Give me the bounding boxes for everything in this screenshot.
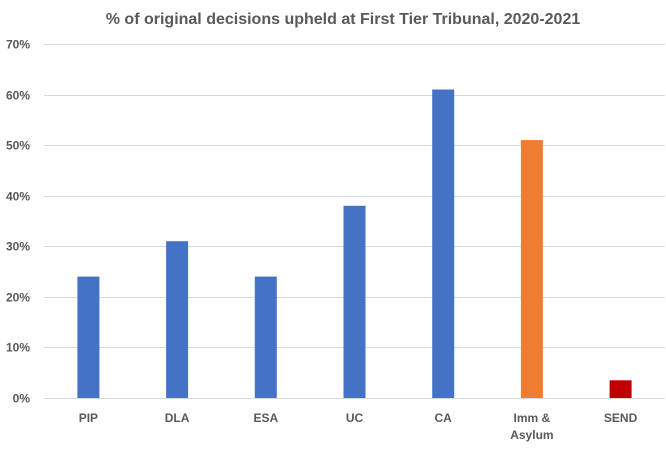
bar-esa xyxy=(254,276,277,398)
x-category-label-line: SEND xyxy=(604,411,638,425)
y-tick-label: 10% xyxy=(6,341,30,355)
x-category-label-line: ESA xyxy=(253,411,278,425)
bars xyxy=(77,89,632,398)
y-tick-label: 30% xyxy=(6,240,30,254)
x-category-label-line: PIP xyxy=(79,411,98,425)
x-axis-category-labels: PIP DLA ESA UC CA Imm & Asylum SEND xyxy=(79,411,638,442)
y-axis-tick-labels: 0% 10% 20% 30% 40% 50% 60% 70% xyxy=(6,38,30,406)
y-tick-label: 20% xyxy=(6,291,30,305)
bar-ca xyxy=(432,89,455,398)
bar-pip xyxy=(77,276,100,398)
x-category-label-line: Asylum xyxy=(510,428,553,442)
bar-imm-asylum xyxy=(520,140,543,398)
bar-send xyxy=(609,380,632,398)
x-category-label-line: CA xyxy=(435,411,453,425)
y-tick-label: 70% xyxy=(6,38,30,52)
chart-title: % of original decisions upheld at First … xyxy=(106,11,581,28)
x-category-label: DLA xyxy=(165,411,190,425)
x-category-label-line: Imm & xyxy=(514,411,551,425)
x-category-label: SEND xyxy=(604,411,638,425)
x-category-label: Imm & Asylum xyxy=(510,411,553,442)
bar-uc xyxy=(343,205,366,398)
y-tick-label: 60% xyxy=(6,89,30,103)
y-tick-label: 40% xyxy=(6,190,30,204)
x-category-label-line: DLA xyxy=(165,411,190,425)
x-category-label-line: UC xyxy=(346,411,364,425)
x-category-label: CA xyxy=(435,411,453,425)
y-tick-label: 50% xyxy=(6,139,30,153)
x-category-label: ESA xyxy=(253,411,278,425)
y-tick-label: 0% xyxy=(13,392,31,406)
bar-dla xyxy=(166,241,189,398)
x-category-label: PIP xyxy=(79,411,98,425)
x-category-label: UC xyxy=(346,411,364,425)
